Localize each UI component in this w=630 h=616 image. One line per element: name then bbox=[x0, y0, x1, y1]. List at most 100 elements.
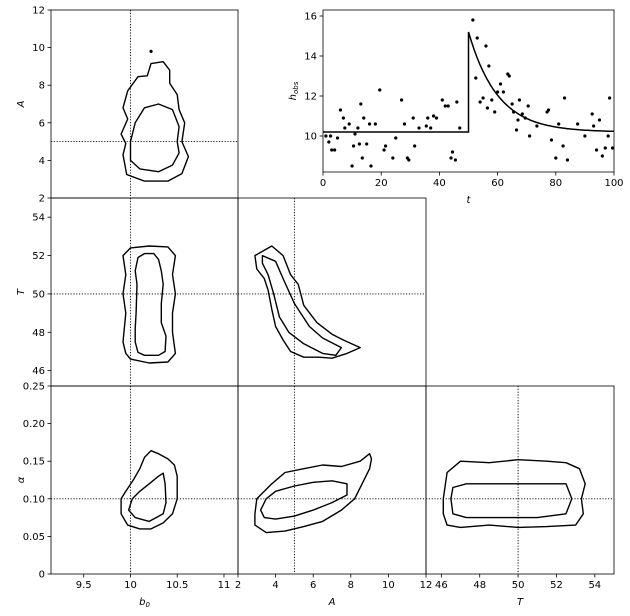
data-point bbox=[343, 126, 347, 130]
x-tick-label: 10 bbox=[382, 580, 395, 591]
y-tick-label: 0.20 bbox=[23, 419, 45, 430]
data-point bbox=[610, 146, 614, 150]
data-point bbox=[557, 122, 561, 126]
y-tick-label: 0.05 bbox=[23, 532, 45, 543]
data-point bbox=[549, 138, 554, 142]
data-point bbox=[359, 102, 363, 106]
x-tick-label: 20 bbox=[375, 178, 388, 189]
data-point bbox=[373, 122, 377, 126]
contour-outer bbox=[442, 459, 586, 529]
panel-time-series: 0 20 40 60 80 100 10 12 14 16 bbox=[304, 9, 624, 189]
data-point bbox=[498, 82, 503, 86]
data-point bbox=[597, 118, 602, 122]
data-point bbox=[474, 76, 478, 80]
data-point bbox=[590, 112, 594, 116]
data-point bbox=[378, 88, 382, 92]
data-point bbox=[594, 148, 599, 152]
y-tick-label: 48 bbox=[32, 328, 45, 339]
data-point bbox=[514, 128, 519, 132]
data-point bbox=[333, 148, 337, 152]
data-point bbox=[360, 156, 364, 160]
x-tick-label: 54 bbox=[588, 580, 601, 591]
x-tick-label: 52 bbox=[550, 580, 563, 591]
data-point bbox=[431, 114, 436, 118]
data-point bbox=[328, 134, 333, 138]
contour-inner bbox=[134, 252, 167, 356]
data-point bbox=[493, 110, 497, 114]
data-point bbox=[351, 144, 356, 148]
panel-T-alpha: 46 48 50 52 54 bbox=[425, 385, 615, 591]
data-point bbox=[383, 144, 388, 148]
contour-outer bbox=[254, 453, 373, 534]
data-point bbox=[576, 122, 580, 126]
data-point bbox=[149, 49, 153, 53]
data-point bbox=[440, 98, 444, 102]
x-tick-label: 80 bbox=[549, 178, 562, 189]
data-point bbox=[365, 142, 369, 146]
plot-area-b0-T bbox=[51, 198, 238, 386]
x-tick-label: 46 bbox=[435, 580, 448, 591]
x-axis-label: b0 bbox=[139, 597, 150, 609]
y-tick-label: 10 bbox=[32, 43, 45, 54]
plot-area-T-alpha bbox=[426, 386, 614, 574]
data-point bbox=[324, 134, 328, 138]
y-tick-label: 8 bbox=[39, 81, 45, 92]
x-tick-label: 50 bbox=[512, 580, 525, 591]
y-tick-label: 16 bbox=[304, 12, 317, 23]
contour-inner bbox=[450, 483, 573, 519]
data-point bbox=[526, 104, 530, 108]
panel-b0-alpha: 9.5 10 10.5 11 0 0.05 0.10 0.15 0.20 0.25 bbox=[23, 382, 239, 591]
contour-inner bbox=[127, 472, 167, 523]
data-point bbox=[520, 112, 524, 116]
data-point bbox=[471, 18, 475, 22]
x-tick-label: 0 bbox=[320, 178, 326, 189]
data-point bbox=[443, 104, 447, 108]
data-point bbox=[501, 90, 506, 94]
y-tick-label: 52 bbox=[32, 251, 45, 262]
data-point bbox=[481, 96, 485, 100]
data-point bbox=[369, 164, 373, 168]
data-point bbox=[450, 150, 455, 154]
data-point bbox=[475, 36, 479, 40]
data-point bbox=[496, 90, 500, 94]
x-tick-label: 100 bbox=[604, 178, 623, 189]
contour-inner bbox=[259, 480, 348, 520]
y-tick-label: 2 bbox=[39, 194, 45, 205]
data-point bbox=[399, 98, 404, 102]
data-point bbox=[356, 126, 360, 130]
data-point bbox=[455, 100, 459, 104]
data-point bbox=[546, 108, 551, 112]
plot-area-b0-A bbox=[51, 10, 238, 198]
axes-frame bbox=[50, 385, 239, 575]
plot-area-A-T bbox=[238, 198, 426, 386]
contour-inner bbox=[129, 103, 180, 173]
contour-inner bbox=[261, 254, 343, 356]
y-tick-label: 12 bbox=[32, 6, 45, 17]
x-axis-label: t bbox=[467, 195, 472, 206]
x-tick-label: 4 bbox=[272, 580, 278, 591]
y-axis-label: A bbox=[16, 100, 27, 108]
data-point bbox=[600, 154, 604, 158]
contour-outer bbox=[122, 245, 177, 364]
data-point bbox=[417, 126, 421, 130]
data-point bbox=[565, 158, 570, 162]
contour-outer bbox=[120, 450, 178, 530]
x-tick-label: 10 bbox=[124, 580, 137, 591]
axes-frame bbox=[322, 9, 615, 173]
y-tick-label: 0 bbox=[39, 570, 45, 581]
data-point bbox=[426, 116, 430, 120]
data-point bbox=[449, 156, 453, 160]
data-point bbox=[327, 140, 331, 144]
data-point bbox=[583, 134, 587, 138]
y-tick-label: 14 bbox=[304, 52, 317, 63]
data-point bbox=[382, 148, 386, 152]
y-tick-label: 10 bbox=[304, 132, 317, 143]
data-point bbox=[487, 64, 491, 68]
y-tick-label: 0.15 bbox=[23, 457, 45, 468]
data-point bbox=[603, 146, 607, 150]
data-point bbox=[347, 122, 351, 126]
model-curve bbox=[323, 31, 614, 133]
contour-outer bbox=[120, 61, 190, 182]
x-tick-label: 10.5 bbox=[166, 580, 188, 591]
